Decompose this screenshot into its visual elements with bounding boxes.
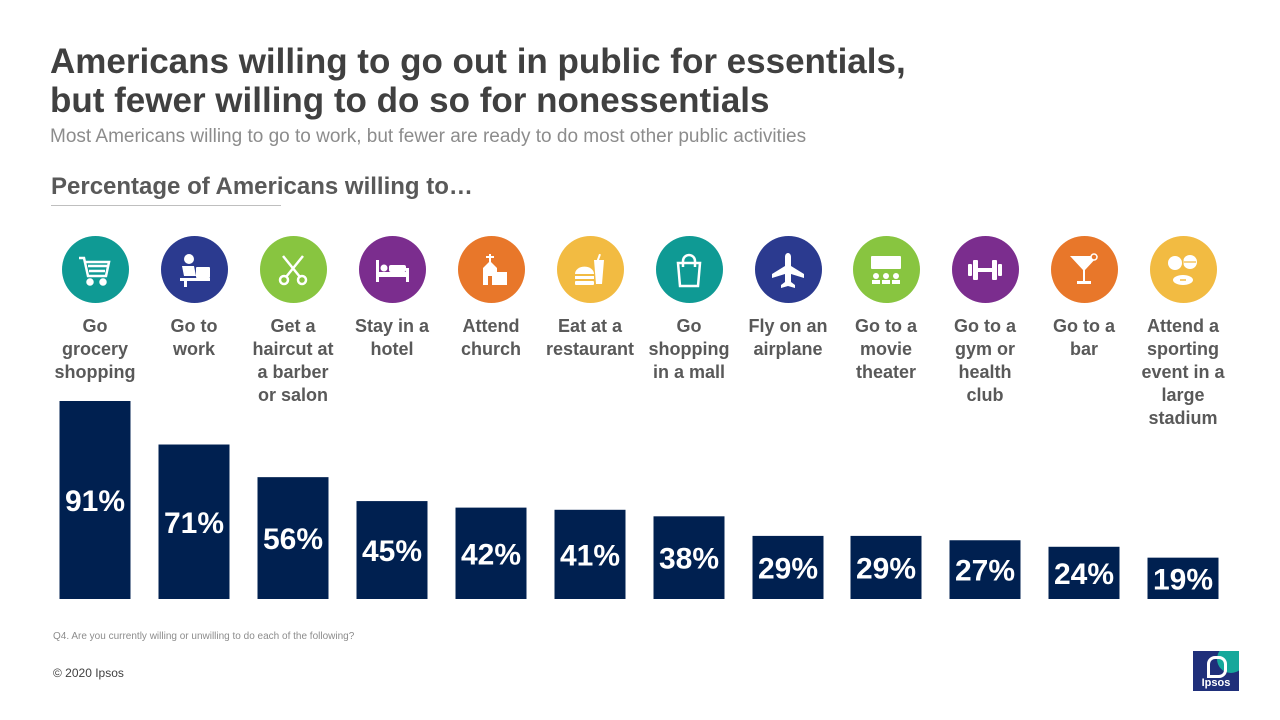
category-label: Go grocery shopping	[54, 316, 136, 382]
shopping-bag-icon	[655, 236, 723, 303]
office-worker-icon	[160, 236, 228, 303]
title-line-1: Americans willing to go out in public fo…	[50, 42, 906, 81]
dumbbell-icon	[951, 236, 1019, 303]
bar-7	[653, 516, 725, 599]
bar-2	[158, 444, 230, 599]
bar-label-4: 45%	[362, 535, 422, 568]
movie-theater-icon	[852, 236, 920, 303]
bar-6	[554, 509, 626, 599]
title-line-2: but fewer willing to do so for nonessent…	[50, 81, 770, 120]
category-2: Go to work	[144, 236, 244, 361]
airplane-icon	[754, 236, 822, 303]
bar-label-5: 42%	[461, 538, 521, 571]
category-8: Fly on an airplane	[738, 236, 838, 361]
category-12: Attend a sporting event in a large stadium	[1133, 236, 1233, 430]
category-10: Go to a gym or health club	[935, 236, 1035, 407]
fast-food-icon	[556, 236, 624, 303]
copyright: © 2020 Ipsos	[53, 666, 124, 680]
category-4: Stay in a hotel	[342, 236, 442, 361]
cocktail-icon	[1050, 236, 1118, 303]
category-label: Attend church	[460, 316, 521, 359]
category-label: Go to work	[170, 316, 218, 359]
bed-icon	[358, 236, 426, 303]
bar-label-3: 56%	[263, 523, 323, 556]
bar-4	[356, 501, 428, 599]
category-label: Go to a bar	[1053, 316, 1115, 359]
category-1: Go grocery shopping	[45, 236, 145, 384]
bar-label-6: 41%	[560, 539, 620, 572]
bar-label-9: 29%	[856, 552, 916, 585]
subtitle: Most Americans willing to go to work, bu…	[50, 126, 807, 147]
bar-label-12: 19%	[1153, 563, 1213, 596]
bar-12	[1147, 557, 1219, 599]
category-9: Go to a movie theater	[836, 236, 936, 384]
bar-label-7: 38%	[659, 543, 719, 576]
bar-11	[1048, 546, 1120, 599]
sports-balls-icon	[1149, 236, 1217, 303]
bar-label-10: 27%	[955, 555, 1015, 588]
bar-8	[752, 535, 824, 599]
bar-label-1: 91%	[65, 485, 125, 518]
bar-10	[949, 540, 1021, 599]
shopping-cart-icon	[61, 236, 129, 303]
category-3: Get a haircut at a barber or salon	[243, 236, 343, 407]
category-6: Eat at a restaurant	[540, 236, 640, 361]
footnote: Q4. Are you currently willing or unwilli…	[53, 631, 355, 642]
category-7: Go shopping in a mall	[639, 236, 739, 384]
bar-label-2: 71%	[164, 507, 224, 540]
category-label: Go to a movie theater	[855, 316, 917, 382]
scissors-icon	[259, 236, 327, 303]
category-11: Go to a bar	[1034, 236, 1134, 361]
bar-label-11: 24%	[1054, 558, 1114, 591]
bar-3	[257, 477, 329, 599]
category-label: Get a haircut at a barber or salon	[252, 316, 334, 405]
page-title: Americans willing to go out in public fo…	[50, 42, 906, 120]
bar-1	[59, 401, 131, 599]
category-label: Eat at a restaurant	[545, 316, 635, 359]
category-label: Go shopping in a mall	[648, 316, 730, 382]
category-label: Go to a gym or health club	[954, 316, 1016, 405]
category-5: Attend church	[441, 236, 541, 361]
bar-label-8: 29%	[758, 552, 818, 585]
ipsos-logo: Ipsos	[1193, 651, 1239, 691]
category-header-row: Go grocery shopping Go to work Get a haircut a…	[0, 236, 1280, 436]
bar-9	[850, 535, 922, 599]
bar-5	[455, 507, 527, 599]
category-label: Attend a sporting event in a large stadium	[1141, 316, 1225, 428]
logo-text: Ipsos	[1201, 677, 1231, 689]
category-label: Fly on an airplane	[748, 316, 828, 359]
category-label: Stay in a hotel	[354, 316, 430, 359]
church-icon	[457, 236, 525, 303]
